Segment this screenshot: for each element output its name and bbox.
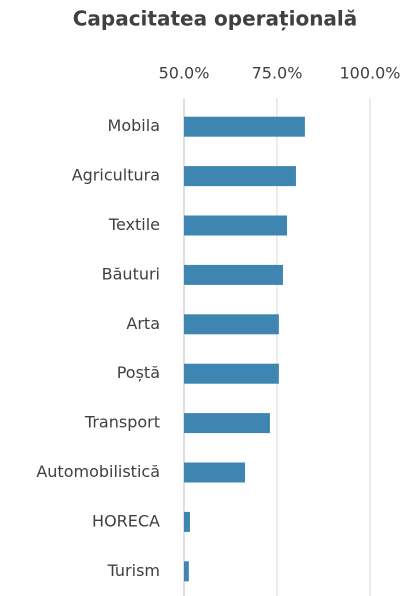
- bar: [184, 116, 305, 137]
- y-tick-label: Arta: [126, 314, 160, 333]
- y-tick-label: Poștă: [117, 363, 160, 382]
- bar: [184, 314, 279, 335]
- chart-title: Capacitatea operațională: [73, 7, 358, 31]
- y-tick-label: Agricultura: [72, 166, 160, 185]
- y-tick-label: Mobila: [108, 116, 160, 135]
- bar: [184, 215, 288, 236]
- y-tick-label: Textile: [108, 215, 160, 234]
- y-tick-label: Transport: [84, 413, 160, 432]
- bar: [184, 511, 190, 532]
- bar: [184, 363, 279, 384]
- bar: [184, 462, 246, 483]
- bar: [184, 264, 283, 285]
- y-tick-label: Băuturi: [102, 264, 160, 283]
- x-tick-label: 50.0%: [159, 64, 210, 83]
- bar: [184, 561, 189, 582]
- y-tick-label: Automobilistică: [36, 462, 160, 481]
- bar: [184, 413, 270, 434]
- bar: [184, 166, 296, 187]
- y-tick-label: HORECA: [92, 511, 160, 530]
- x-tick-label: 100.0%: [339, 64, 400, 83]
- x-tick-label: 75.0%: [252, 64, 303, 83]
- y-tick-label: Turism: [107, 561, 160, 580]
